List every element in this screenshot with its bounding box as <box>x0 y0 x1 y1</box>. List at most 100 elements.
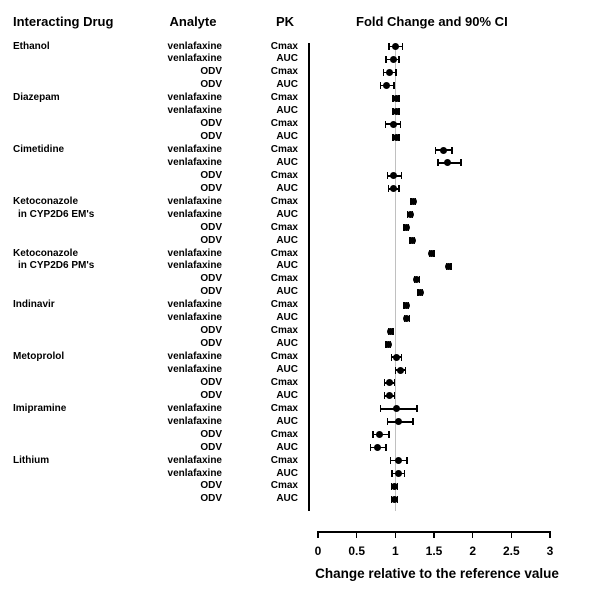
drug-label: Imipramine <box>13 402 67 414</box>
analyte-label: ODV <box>200 221 222 233</box>
point-marker <box>413 275 421 283</box>
analyte-label: ODV <box>200 493 222 505</box>
point-marker <box>392 133 400 141</box>
analyte-label: venlafaxine <box>167 351 222 363</box>
reference-line <box>394 43 397 511</box>
analyte-label: venlafaxine <box>167 402 222 414</box>
analyte-label: ODV <box>200 286 222 298</box>
pk-label: AUC <box>276 441 298 453</box>
pk-label: AUC <box>276 467 298 479</box>
analyte-label: venlafaxine <box>167 247 222 259</box>
pk-label: AUC <box>276 79 298 91</box>
point-marker <box>389 55 397 63</box>
point-marker <box>392 107 400 115</box>
x-axis-tick <box>317 531 319 538</box>
ci-cap-left <box>390 353 393 361</box>
pk-label: Cmax <box>270 480 298 492</box>
analyte-label: ODV <box>200 480 222 492</box>
point-marker <box>389 120 397 128</box>
column-header-analyte: Analyte <box>169 14 217 29</box>
point-marker <box>385 379 393 387</box>
point-marker <box>383 81 391 89</box>
drug-label: in CYP2D6 EM's <box>18 208 95 220</box>
ci-cap-left <box>387 185 390 193</box>
ci-cap-right <box>385 444 387 452</box>
analyte-label: ODV <box>200 79 222 91</box>
pk-label: Cmax <box>270 66 298 78</box>
pk-label: Cmax <box>270 40 298 52</box>
point-marker <box>376 431 384 439</box>
pk-label: AUC <box>276 260 298 272</box>
point-marker <box>394 470 402 478</box>
analyte-label: venlafaxine <box>167 299 222 311</box>
pk-label: AUC <box>276 131 298 143</box>
pk-label: Cmax <box>270 118 298 130</box>
ci-cap-right <box>393 81 395 89</box>
drug-label: Ketoconazole <box>13 247 79 259</box>
pk-label: AUC <box>276 364 298 375</box>
ci-cap-right <box>451 146 453 154</box>
pk-label: Cmax <box>270 92 298 104</box>
pk-label: AUC <box>276 286 298 298</box>
ci-cap-right <box>412 418 414 426</box>
point-marker <box>409 198 417 206</box>
analyte-label: venlafaxine <box>167 364 222 375</box>
ci-cap-left <box>385 55 387 63</box>
analyte-label: ODV <box>200 428 222 440</box>
ci-cap-right <box>393 379 396 387</box>
drug-label: Diazepam <box>13 92 60 104</box>
point-marker <box>445 262 453 270</box>
pk-label: Cmax <box>270 221 298 233</box>
analyte-label: venlafaxine <box>167 208 222 220</box>
drug-label: Metoprolol <box>13 351 65 363</box>
ci-cap-left <box>389 457 392 465</box>
plot-left-axis-line <box>308 43 310 511</box>
pk-label: Cmax <box>270 195 298 207</box>
point-marker <box>387 327 395 335</box>
ci-cap-right <box>388 431 390 439</box>
ci-cap-left <box>369 444 372 452</box>
x-axis-title: Change relative to the reference value <box>315 566 559 581</box>
pk-label: Cmax <box>270 247 298 259</box>
ci-cap-left <box>437 159 439 167</box>
analyte-label: ODV <box>200 169 222 181</box>
ci-cap-right <box>460 159 462 167</box>
ci-cap-right <box>400 353 403 361</box>
drug-label: Ethanol <box>13 40 50 52</box>
ci-cap-left <box>434 146 437 154</box>
drug-label: Lithium <box>13 454 50 466</box>
analyte-label: venlafaxine <box>167 260 222 272</box>
ci-cap-right <box>398 55 400 63</box>
point-marker <box>394 418 402 426</box>
pk-label: Cmax <box>270 144 298 156</box>
column-header-fold-change: Fold Change and 90% CI <box>356 14 508 29</box>
point-marker <box>391 495 399 503</box>
point-marker <box>403 314 411 322</box>
drug-label: Indinavir <box>13 299 55 311</box>
point-marker <box>392 353 400 361</box>
point-marker <box>384 340 392 348</box>
point-marker <box>444 159 452 167</box>
pk-label: AUC <box>276 493 298 505</box>
x-axis-tick <box>394 531 397 538</box>
x-axis-tick <box>471 531 474 538</box>
point-marker <box>406 211 414 219</box>
analyte-label: ODV <box>200 273 222 285</box>
analyte-label: venlafaxine <box>167 156 222 168</box>
drug-label: Cimetidine <box>13 144 65 156</box>
point-marker <box>397 366 405 374</box>
ci-cap-left <box>391 470 393 478</box>
pk-label: AUC <box>276 105 298 117</box>
point-marker <box>391 482 399 490</box>
drug-label: in CYP2D6 PM's <box>18 260 95 272</box>
pk-label: AUC <box>276 234 298 246</box>
ci-cap-left <box>382 68 385 76</box>
ci-cap-right <box>398 185 400 193</box>
point-marker <box>402 301 410 309</box>
analyte-label: venlafaxine <box>167 454 222 466</box>
point-marker <box>389 185 397 193</box>
analyte-label: ODV <box>200 325 222 337</box>
ci-cap-right <box>404 366 407 374</box>
pk-label: Cmax <box>270 273 298 285</box>
